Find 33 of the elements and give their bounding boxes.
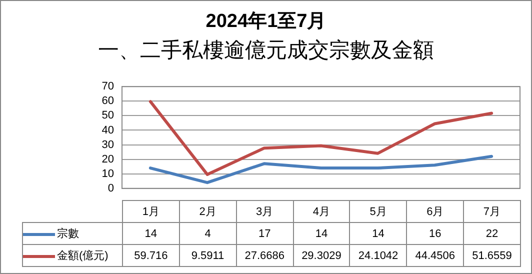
data-label: 29.3029 <box>293 244 350 266</box>
data-label: 17 <box>236 222 294 244</box>
chart-subtitle: 一、二手私樓逾億元成交宗數及金額 <box>97 37 435 64</box>
data-label: 22 <box>464 222 520 244</box>
y-tick-label: 20 <box>102 153 114 166</box>
x-tick-label: 5月 <box>350 200 407 222</box>
data-label: 27.6686 <box>236 244 294 266</box>
data-label: 24.1042 <box>350 244 407 266</box>
data-label: 59.716 <box>122 244 180 266</box>
data-label: 44.4506 <box>406 244 464 266</box>
x-tick-label: 6月 <box>406 200 464 222</box>
y-tick-label: 30 <box>102 138 114 151</box>
x-tick-label: 1月 <box>122 200 180 222</box>
y-tick-label: 60 <box>102 95 114 108</box>
y-tick-label: 50 <box>102 110 114 122</box>
legend-label: 宗數 <box>22 222 122 244</box>
chart-title: 2024年1至7月 <box>204 10 328 34</box>
y-tick-label: 40 <box>102 124 114 136</box>
x-tick-label: 2月 <box>179 200 236 222</box>
data-label: 4 <box>179 222 236 244</box>
data-label: 14 <box>350 222 407 244</box>
data-label: 9.5911 <box>179 244 236 266</box>
y-tick-label: 0 <box>108 182 114 194</box>
x-tick-label: 4月 <box>293 200 350 222</box>
legend-label: 金額(億元) <box>22 244 122 266</box>
x-tick-label: 3月 <box>236 200 294 222</box>
data-label: 14 <box>293 222 350 244</box>
x-tick-label: 7月 <box>464 200 520 222</box>
data-label: 51.6559 <box>464 244 520 266</box>
y-tick-label: 70 <box>102 80 114 93</box>
data-label: 14 <box>122 222 180 244</box>
data-label: 16 <box>406 222 464 244</box>
y-tick-label: 10 <box>102 168 114 180</box>
